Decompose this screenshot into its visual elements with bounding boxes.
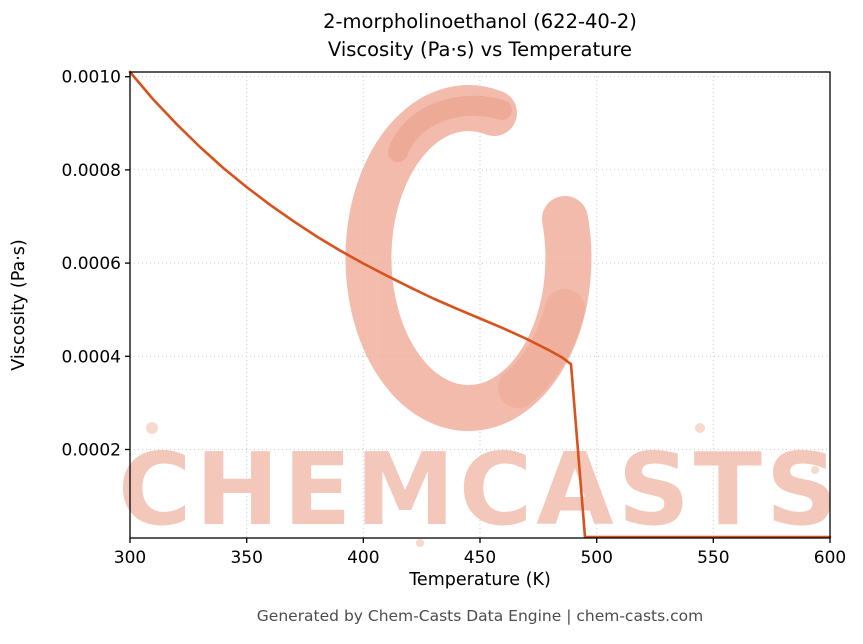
tick-label-y: 0.0010 [62, 68, 121, 88]
chart-title: 2-morpholinoethanol (622-40-2) Viscosity… [130, 8, 830, 63]
tick-label-y: 0.0002 [62, 441, 121, 461]
tick-label-x: 500 [580, 548, 612, 568]
chart-title-line2: Viscosity (Pa·s) vs Temperature [327, 37, 633, 61]
watermark-dots [146, 422, 819, 547]
tick-label-y: 0.0004 [62, 347, 121, 367]
footer-credit: Generated by Chem-Casts Data Engine | ch… [256, 607, 704, 625]
tick-label-x: 300 [114, 548, 146, 568]
tick-label-x: 550 [697, 548, 729, 568]
tick-label-y: 0.0008 [62, 161, 121, 181]
chart-title-line1: 2-morpholinoethanol (622-40-2) [323, 10, 637, 33]
tick-label-y: 0.0006 [62, 254, 121, 274]
viscosity-line [128, 70, 832, 539]
tick-label-x: 600 [814, 548, 846, 568]
tick-label-x: 400 [347, 548, 379, 568]
watermark-logo-icon [345, 85, 592, 431]
x-axis-label: Temperature (K) [409, 570, 551, 590]
y-axis-label: Viscosity (Pa·s) [9, 239, 29, 371]
tick-label-x: 350 [230, 548, 262, 568]
tick-label-x: 450 [464, 548, 496, 568]
watermark-text: CHEMCASTS [118, 431, 842, 548]
